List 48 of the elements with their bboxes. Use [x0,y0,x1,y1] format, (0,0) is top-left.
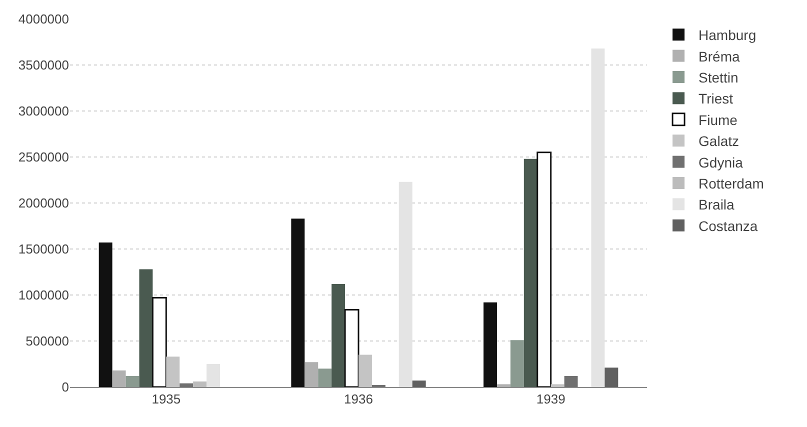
legend-label: Fiume [698,112,738,128]
legend-label: Stettin [698,69,738,86]
bar [152,297,167,387]
bar [591,48,605,387]
y-tick-label: 0 [62,380,69,395]
bar [484,302,497,387]
y-tick-label: 3500000 [18,58,69,73]
legend-label: Triest [698,90,734,107]
bar [304,362,318,387]
bar [180,383,194,387]
legend-label: Costanza [698,218,758,234]
legend-label: Galatz [698,133,740,150]
bar [318,368,332,387]
x-tick-label: 1936 [344,392,373,407]
bar [550,384,564,387]
y-tick-label: 500000 [26,334,69,349]
bar [524,158,538,387]
bar [412,380,426,387]
y-tick-label: 1500000 [18,242,69,257]
legend-label: Rotterdam [698,175,764,192]
y-tick-label: 2500000 [18,150,69,165]
bar [510,340,524,387]
bar [291,218,305,387]
bar [112,370,126,387]
bar [139,269,153,387]
legend-label: Hamburg [698,27,756,44]
x-tick-label: 1935 [152,392,181,407]
legend-label: Bréma [698,48,740,64]
y-tick-label: 2000000 [18,196,69,211]
bar [332,284,346,387]
bar [166,356,180,387]
bar [604,368,618,387]
bar [126,376,140,387]
bar [98,242,112,387]
y-tick-label: 3000000 [18,104,69,119]
legend-label: Gdynia [698,154,744,170]
bar [193,381,207,387]
bar [358,354,372,387]
bar [398,182,412,387]
bar [536,152,552,387]
y-tick-label: 1000000 [18,288,69,303]
bar [496,384,510,387]
bar [564,376,578,387]
bar [344,308,360,387]
y-tick-label: 4000000 [18,12,69,27]
bar [206,364,220,387]
legend-label: Braila [698,196,735,213]
x-tick-label: 1939 [536,392,566,407]
